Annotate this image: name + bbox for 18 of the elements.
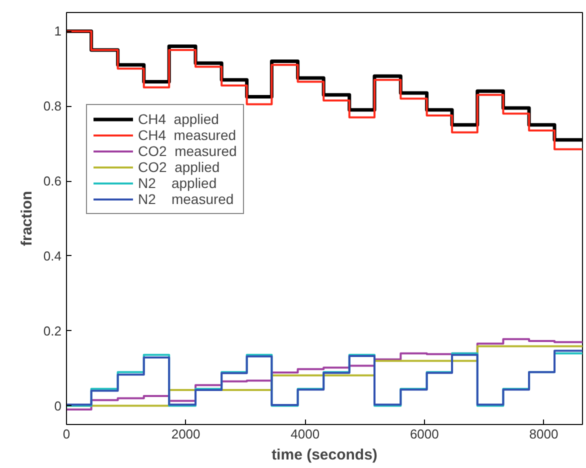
y-tick-label: 1 (54, 24, 62, 39)
legend-label: CH4 applied (138, 111, 219, 127)
legend-label: CO2 measured (138, 143, 237, 159)
y-tick-label: 0.2 (43, 323, 62, 338)
legend-label: N2 applied (138, 175, 217, 191)
legend-label: CO2 applied (138, 159, 220, 175)
y-tick-label: 0 (54, 398, 62, 414)
x-tick-label: 2000 (171, 426, 200, 442)
y-axis-title: fraction (18, 190, 36, 246)
x-tick-label: 6000 (410, 426, 439, 442)
x-tick-label: 4000 (290, 426, 320, 442)
x-tick-label: 8000 (529, 426, 558, 442)
legend-label: N2 measured (138, 191, 234, 207)
y-tick-label: 0.8 (43, 98, 62, 114)
y-tick-label: 0.4 (43, 248, 62, 264)
y-tick-label: 0.6 (43, 174, 62, 189)
legend-label: CH4 measured (138, 127, 236, 143)
x-axis-title: time (seconds) (272, 446, 378, 464)
